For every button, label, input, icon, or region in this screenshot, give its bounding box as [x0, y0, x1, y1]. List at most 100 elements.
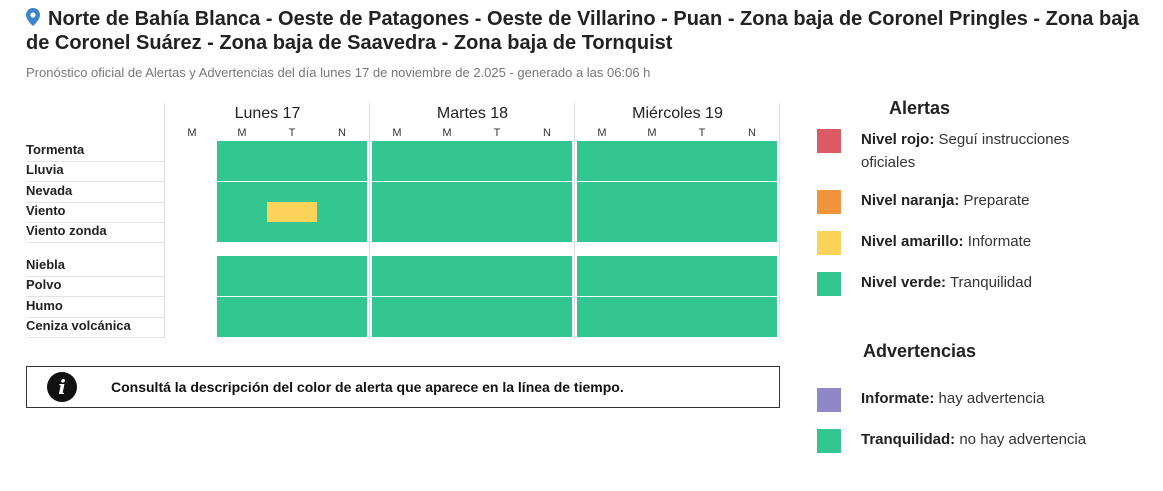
period-label: N [543, 127, 551, 139]
timeline-cell [727, 201, 777, 222]
timeline-cell [727, 276, 777, 297]
timeline-cell [317, 222, 367, 243]
legend-advertencias-title: Advertencias [863, 341, 977, 361]
timeline-cell [522, 222, 572, 243]
period-label: T [493, 127, 501, 139]
legend-swatch [817, 429, 841, 453]
legend-entry: Nivel rojo: Seguí instrucciones oficiale… [861, 128, 1121, 174]
timeline-cell [677, 222, 727, 243]
timeline-cell [577, 276, 627, 297]
legend-alertas-title: Alertas [889, 98, 951, 118]
timeline-cell [522, 256, 572, 276]
timeline-cell [217, 141, 267, 161]
timeline-cell [627, 296, 677, 317]
timeline-cell [372, 181, 422, 202]
timeline-cell [372, 256, 422, 276]
row-label: Ceniza volcánica [26, 317, 131, 333]
timeline-cell [627, 181, 677, 202]
timeline-cell [267, 256, 317, 276]
row-label: Humo [26, 297, 63, 313]
timeline-cell [577, 201, 627, 222]
timeline-cell [727, 181, 777, 202]
timeline-cell [267, 222, 317, 243]
period-label: M [187, 127, 197, 139]
legend-entry: Nivel verde: Tranquilidad [861, 271, 1121, 294]
timeline-cell [472, 222, 522, 243]
timeline-cell [372, 296, 422, 317]
timeline-cell [677, 276, 727, 297]
timeline-cell [317, 316, 367, 337]
timeline-cell [472, 296, 522, 317]
timeline-cell [267, 141, 317, 161]
timeline-cell [422, 276, 472, 297]
timeline-cell [317, 161, 367, 182]
legend-entry: Nivel naranja: Preparate [861, 189, 1121, 212]
timeline-cell [372, 316, 422, 337]
legend-entry: Tranquilidad: no hay advertencia [861, 428, 1121, 451]
period-label: T [288, 127, 296, 139]
timeline-cell [267, 316, 317, 337]
timeline-cell [217, 256, 267, 276]
legend-entry-desc: Informate [963, 233, 1032, 250]
timeline-cell [267, 161, 317, 182]
row-label: Niebla [26, 257, 66, 272]
timeline-cell [267, 201, 317, 222]
timeline-cell [727, 296, 777, 317]
timeline-cell [627, 276, 677, 297]
timeline-cell [727, 161, 777, 182]
timeline-cell [627, 161, 677, 182]
row-label: Lluvia [26, 162, 64, 178]
period-label: T [698, 127, 706, 139]
timeline-cell [677, 141, 727, 161]
page-title: Norte de Bahía Blanca - Oeste de Patagon… [26, 7, 1156, 55]
timeline-cell [372, 141, 422, 161]
timeline-cell [522, 161, 572, 182]
timeline-cell [677, 256, 727, 276]
timeline-cell [422, 141, 472, 161]
legend-entry-name: Nivel verde: [861, 274, 947, 291]
timeline-cell [317, 296, 367, 317]
timeline-cell [422, 296, 472, 317]
timeline-cell [317, 256, 367, 276]
legend-entry-name: Tranquilidad: [861, 431, 956, 448]
day-header: Lunes 17 [234, 105, 301, 122]
timeline-cell [317, 141, 367, 161]
column-divider [164, 103, 165, 339]
legend-swatch [817, 129, 841, 153]
row-label: Viento [26, 202, 66, 218]
period-label: N [748, 127, 756, 139]
legend-entry-desc: Preparate [959, 192, 1030, 209]
legend-entry-desc: no hay advertencia [955, 431, 1087, 448]
column-divider [779, 103, 780, 339]
timeline-cell [472, 201, 522, 222]
info-box: i Consultá la descripción del color de a… [26, 366, 780, 408]
timeline-cell [522, 141, 572, 161]
timeline-cell [577, 316, 627, 337]
timeline-cell [217, 316, 267, 337]
legend-entry-name: Informate: [861, 390, 935, 407]
timeline-cell [627, 201, 677, 222]
page-title-text: Norte de Bahía Blanca - Oeste de Patagon… [26, 8, 1139, 54]
timeline-cell [727, 141, 777, 161]
timeline-cell [577, 161, 627, 182]
timeline-cell [522, 276, 572, 297]
timeline-cell [627, 141, 677, 161]
timeline-cell [627, 222, 677, 243]
day-header: Martes 18 [436, 105, 509, 122]
info-icon: i [47, 372, 77, 402]
timeline-cell [577, 222, 627, 243]
timeline-cell [677, 316, 727, 337]
timeline-cell [422, 161, 472, 182]
legend-swatch [817, 272, 841, 296]
timeline-cell [522, 201, 572, 222]
timeline-cell [472, 316, 522, 337]
column-divider [574, 103, 575, 339]
timeline-cell [627, 316, 677, 337]
timeline-cell [727, 316, 777, 337]
legend-entry-desc: Tranquilidad [946, 274, 1032, 291]
row-divider [26, 296, 164, 298]
timeline-cell [267, 276, 317, 297]
timeline-cell [422, 181, 472, 202]
timeline-cell [217, 222, 267, 243]
timeline-cell [217, 296, 267, 317]
